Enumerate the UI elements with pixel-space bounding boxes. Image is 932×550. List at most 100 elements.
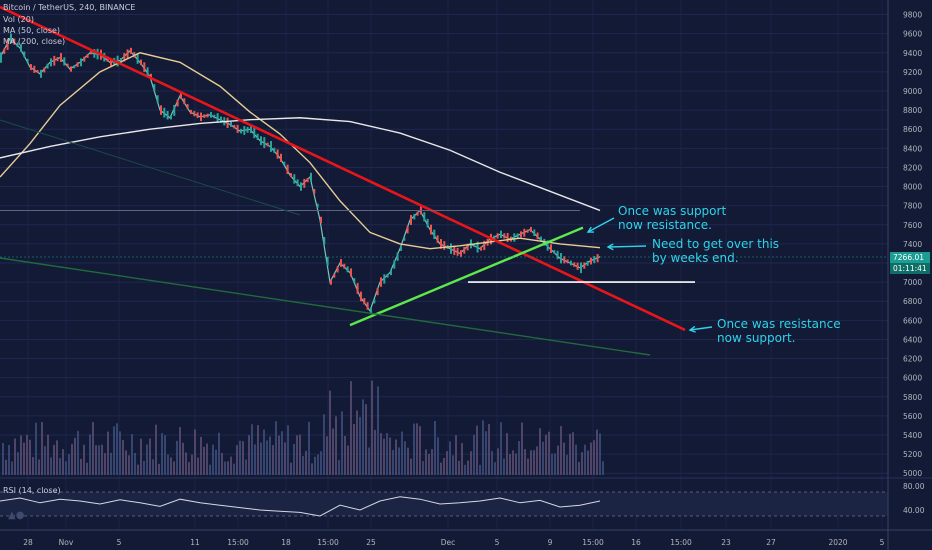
- y-tick-label: 5800: [903, 393, 922, 402]
- candle: [476, 241, 479, 253]
- x-tick-label: 18: [281, 538, 291, 547]
- volume-bar: [188, 462, 190, 475]
- volume-bar: [47, 434, 49, 475]
- volume-bar: [419, 426, 421, 475]
- candle: [390, 269, 392, 276]
- volume-bar: [107, 431, 109, 475]
- x-tick-label: 2020: [828, 538, 847, 547]
- volume-bar: [50, 457, 52, 475]
- candle: [193, 111, 196, 117]
- chart-grid: [0, 0, 888, 530]
- candle: [546, 240, 549, 251]
- volume-bar: [137, 464, 139, 475]
- x-tick-label: 15:00: [582, 538, 604, 547]
- volume-bar: [533, 450, 535, 475]
- volume-bar: [503, 458, 505, 475]
- candle: [383, 274, 386, 284]
- y-tick-label: 6000: [903, 374, 922, 383]
- candle: [590, 257, 592, 265]
- x-tick-label: 5: [117, 538, 122, 547]
- legend-ma200: MA (200, close): [3, 37, 66, 46]
- candle: [340, 259, 342, 267]
- rsi-panel: [0, 491, 888, 517]
- volume-bar: [65, 461, 67, 475]
- volume-bar: [104, 453, 106, 475]
- volume-bar: [263, 429, 265, 475]
- y-tick-label: 5400: [903, 431, 922, 440]
- candle: [566, 259, 569, 264]
- volume-bar: [545, 434, 547, 475]
- candle: [570, 260, 572, 266]
- volume-bar: [365, 404, 367, 475]
- volume-bar: [431, 449, 433, 475]
- chart-title: Bitcoin / TetherUS, 240, BINANCE: [3, 3, 136, 12]
- candle: [563, 256, 566, 264]
- candle: [173, 104, 176, 116]
- volume-bar: [395, 439, 397, 475]
- candle: [306, 178, 309, 183]
- annotation-arrow: [689, 326, 713, 331]
- volume-bar: [311, 463, 313, 475]
- volume-bar: [383, 438, 385, 475]
- volume-bar: [458, 460, 460, 475]
- candle: [160, 105, 162, 115]
- volume-bar: [479, 464, 481, 475]
- volume-bar: [215, 449, 217, 475]
- volume-bar: [305, 450, 307, 475]
- volume-bar: [17, 452, 19, 475]
- volume-bar: [494, 462, 496, 475]
- candle: [40, 69, 42, 78]
- volume-bar: [53, 444, 55, 475]
- candle: [26, 58, 29, 63]
- candle: [46, 63, 49, 69]
- candle: [213, 114, 216, 119]
- x-tick-label: 15:00: [227, 538, 249, 547]
- volume-bar: [440, 462, 442, 475]
- candle: [463, 246, 466, 254]
- candle: [313, 189, 316, 194]
- annotation-arrow-head: [586, 226, 595, 233]
- candle: [56, 57, 59, 62]
- candle: [186, 104, 189, 110]
- candle: [20, 44, 22, 52]
- annotation-resistance-support: Once was resistance now support.: [717, 317, 841, 345]
- candle: [106, 57, 109, 62]
- volume-bar: [500, 422, 502, 475]
- candle: [596, 254, 599, 263]
- rsi-tick-label: 80.00: [903, 482, 925, 491]
- volume-bar: [557, 445, 559, 475]
- volume-bar: [530, 450, 532, 475]
- volume-bar: [470, 451, 472, 475]
- candle: [180, 92, 182, 99]
- volume-bar: [512, 450, 514, 475]
- volume-bar: [248, 435, 250, 475]
- candle: [13, 38, 16, 45]
- volume-bar: [599, 433, 601, 475]
- candle: [363, 298, 366, 305]
- volume-bar: [380, 433, 382, 475]
- candle: [163, 107, 166, 118]
- volume-bar: [272, 445, 274, 475]
- volume-bar: [371, 380, 373, 475]
- volume-bar: [587, 450, 589, 475]
- rsi-tick-label: 40.00: [903, 506, 925, 515]
- x-tick-label: 9: [548, 538, 553, 547]
- annotation-arrow: [607, 245, 647, 248]
- candle: [530, 226, 532, 233]
- volume-bar: [317, 454, 319, 475]
- volume-bar: [92, 422, 94, 475]
- volume-bar: [26, 434, 28, 475]
- candle: [140, 59, 142, 66]
- candle: [33, 65, 36, 73]
- candle: [153, 84, 156, 92]
- candle: [540, 236, 542, 242]
- volume-bar: [8, 445, 10, 475]
- x-tick-label: 15:00: [670, 538, 692, 547]
- candle: [583, 262, 586, 269]
- annotation-line: now resistance.: [618, 218, 712, 232]
- annotation-line: Need to get over this: [652, 237, 780, 251]
- volume-bar: [251, 424, 253, 475]
- candle: [220, 116, 222, 123]
- volume-bar: [323, 414, 325, 475]
